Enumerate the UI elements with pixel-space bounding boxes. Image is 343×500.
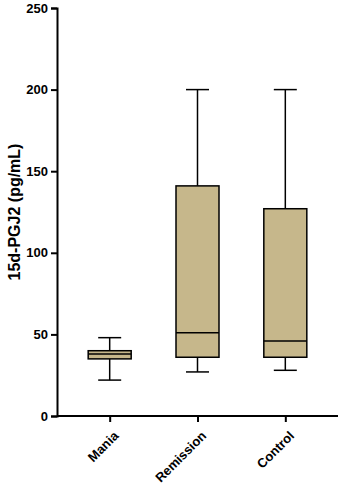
box	[176, 186, 219, 357]
whisker-cap-min	[274, 370, 297, 372]
y-tick: 200	[26, 82, 57, 97]
y-tick-label: 250	[26, 1, 48, 16]
box-group	[88, 338, 131, 380]
y-tick-mark	[51, 171, 57, 173]
x-tick-mark	[109, 416, 111, 422]
y-tick-mark	[51, 8, 57, 10]
median	[176, 332, 219, 334]
y-tick-mark	[51, 252, 57, 254]
chart: 0 50 100 150 200 250 Mania Remission Control 15d-…	[0, 0, 343, 500]
x-tick: Mania	[85, 416, 122, 465]
y-axis-title: 15d-PGJ2 (pg/mL)	[6, 144, 23, 281]
y-tick-mark	[51, 334, 57, 336]
y-tick-label: 150	[26, 164, 48, 179]
y-tick-label: 50	[34, 327, 48, 342]
whisker-cap-max	[274, 89, 297, 91]
whisker-upper	[197, 90, 199, 186]
whisker-lower	[109, 359, 111, 380]
y-tick: 50	[34, 327, 57, 342]
boxes	[88, 90, 307, 380]
y-tick: 0	[41, 409, 57, 424]
y-tick-mark	[51, 89, 57, 91]
median	[88, 353, 131, 355]
y-tick-mark	[51, 416, 57, 418]
whisker-upper	[285, 90, 287, 209]
x-tick: Control	[254, 416, 297, 471]
y-axis-line	[51, 9, 58, 417]
y-tick: 100	[26, 245, 57, 260]
x-tick-mark	[285, 416, 287, 422]
whisker-upper	[109, 338, 111, 351]
y-tick: 150	[26, 164, 57, 179]
whisker-lower	[197, 357, 199, 372]
x-tick-mark	[197, 416, 199, 422]
y-tick-label: 200	[26, 82, 48, 97]
box-group	[264, 90, 307, 371]
median	[264, 340, 307, 342]
x-tick-label: Mania	[85, 428, 122, 465]
whisker-cap-min	[186, 371, 209, 373]
whisker-cap-max	[98, 337, 121, 339]
y-tick-label: 0	[41, 409, 48, 424]
x-tick: Remission	[152, 416, 209, 485]
x-tick-label: Control	[254, 428, 297, 471]
x-tick-label: Remission	[152, 428, 209, 485]
y-tick-label: 100	[26, 245, 48, 260]
whisker-lower	[285, 357, 287, 370]
y-axis: 0 50 100 150 200 250	[26, 1, 57, 424]
y-tick: 250	[26, 1, 57, 16]
x-axis: Mania Remission Control	[57, 416, 338, 485]
box	[88, 351, 131, 359]
box	[264, 209, 307, 358]
box-group	[176, 90, 219, 372]
whisker-cap-max	[186, 89, 209, 91]
whisker-cap-min	[98, 379, 121, 381]
